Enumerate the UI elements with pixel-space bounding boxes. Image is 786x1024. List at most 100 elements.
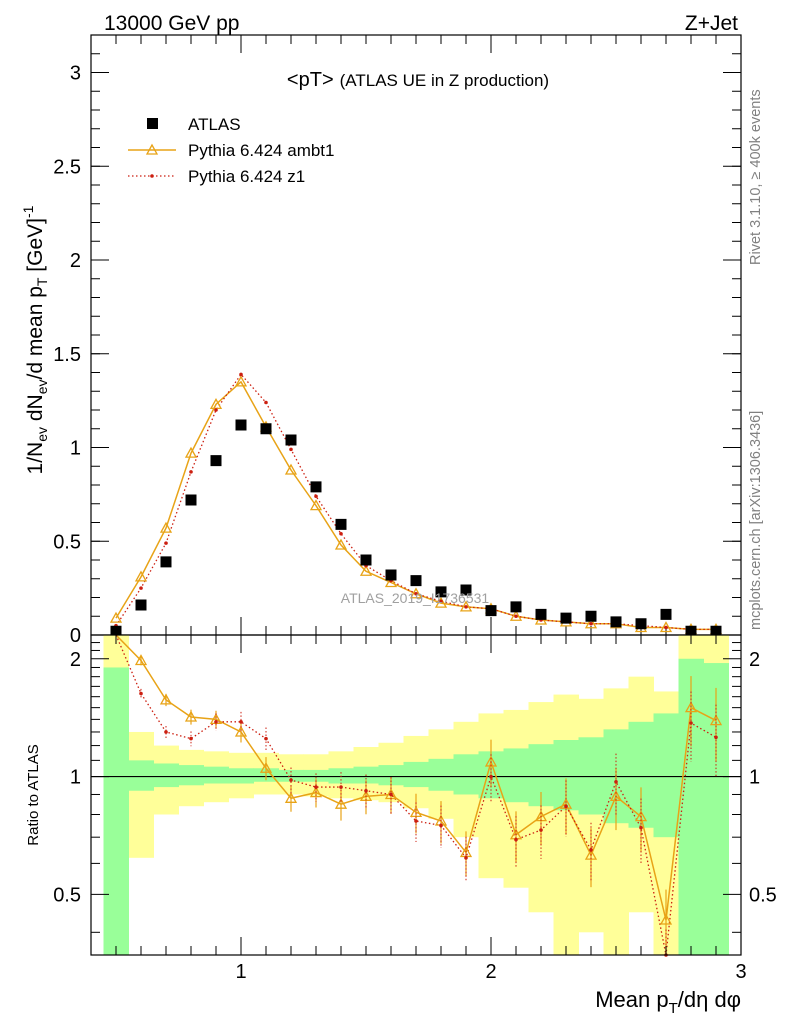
atlas-data-point bbox=[585, 610, 597, 622]
inner-uncertainty-band bbox=[153, 763, 179, 788]
ambt1-main-point bbox=[409, 587, 423, 599]
inner-uncertainty-band bbox=[453, 754, 479, 795]
analysis-watermark: ATLAS_2019_I1736531 bbox=[341, 590, 490, 606]
ratio-y-tick-label: 0.5 bbox=[53, 884, 81, 906]
atlas-data-point bbox=[710, 625, 722, 637]
atlas-data-point bbox=[510, 601, 522, 613]
inner-uncertainty-band bbox=[503, 748, 529, 803]
z1-ratio-point bbox=[364, 788, 368, 793]
ambt1-ratio-point bbox=[159, 693, 173, 705]
inner-uncertainty-band bbox=[203, 766, 229, 784]
main-y-tick-label: 0 bbox=[70, 625, 81, 647]
z1-ratio-point bbox=[189, 736, 193, 741]
ratio-y-axis-label: Ratio to ATLAS bbox=[25, 744, 42, 845]
ambt1-ratio-point bbox=[284, 791, 298, 803]
ambt1-ratio-point bbox=[259, 761, 273, 773]
z1-main-point bbox=[164, 541, 168, 545]
inner-uncertainty-band bbox=[653, 713, 679, 838]
legend: ATLAS Pythia 6.424 ambt1 Pythia 6.424 z1 bbox=[128, 115, 334, 186]
atlas-data-point bbox=[285, 434, 297, 446]
legend-marker-z1 bbox=[150, 174, 154, 178]
ambt1-main-point bbox=[459, 600, 473, 612]
z1-ratio-point bbox=[139, 691, 143, 696]
z1-main-point bbox=[289, 447, 293, 452]
ratio-series bbox=[115, 634, 723, 957]
inner-uncertainty-band bbox=[303, 769, 329, 782]
z1-main-point bbox=[464, 605, 468, 609]
ambt1-main-point bbox=[359, 564, 373, 576]
z1-ratio-point bbox=[439, 823, 443, 828]
z1-ratio-point bbox=[489, 774, 493, 779]
ambt1-ratio-point bbox=[184, 710, 198, 722]
z1-ratio-point bbox=[289, 778, 293, 782]
inner-uncertainty-band bbox=[128, 760, 154, 791]
z1-ratio-point bbox=[239, 720, 243, 724]
z1-main-point bbox=[139, 586, 143, 590]
ambt1-main-point bbox=[309, 499, 323, 511]
atlas-data-point bbox=[235, 419, 247, 431]
outer-uncertainty-band bbox=[578, 698, 604, 933]
inner-uncertainty-band bbox=[578, 737, 604, 815]
ratio-y-tick-label: 1 bbox=[70, 767, 81, 789]
z1-ratio-point bbox=[539, 828, 543, 832]
main-y-tick-label: 1 bbox=[70, 438, 81, 460]
legend-marker-atlas bbox=[147, 118, 158, 129]
atlas-data-point bbox=[610, 616, 622, 628]
z1-main-point bbox=[514, 614, 518, 619]
ratio-panel: 0.5 0.5 1 1 2 2 1 2 3 Ratio to ATLAS Mean pT/dη … bbox=[25, 634, 777, 1017]
plot-title-group: <pT> (ATLAS UE in Z production) bbox=[287, 69, 549, 91]
ambt1-ratio-point bbox=[134, 654, 148, 666]
inner-uncertainty-band bbox=[378, 765, 404, 786]
inner-uncertainty-band bbox=[178, 765, 204, 786]
z1-main-point bbox=[589, 621, 593, 626]
z1-ratio-point bbox=[389, 792, 393, 797]
atlas-data-point bbox=[260, 423, 272, 435]
ambt1-main-point bbox=[234, 375, 248, 387]
z1-main-point bbox=[189, 470, 193, 474]
main-y-axis-label: 1/Nev dNev/d mean pT [GeV]-1 bbox=[20, 205, 50, 474]
ambt1-ratio-point bbox=[659, 913, 673, 925]
z1-ratio-point bbox=[414, 819, 418, 823]
atlas-data-point bbox=[535, 608, 547, 620]
z1-main-point bbox=[239, 372, 243, 377]
atlas-data-point bbox=[160, 556, 172, 568]
ambt1-main-point bbox=[159, 521, 173, 533]
atlas-data-point bbox=[685, 625, 697, 637]
ambt1-ratio-point bbox=[559, 797, 573, 809]
z1-main-point bbox=[339, 531, 343, 536]
z1-ratio-point bbox=[464, 856, 468, 860]
plot-title-main: <pT> bbox=[287, 69, 334, 91]
atlas-data-point bbox=[460, 584, 472, 596]
z1-main-point bbox=[214, 408, 218, 412]
z1-ratio-point bbox=[314, 785, 318, 789]
ratio-y-tick-label-right: 2 bbox=[749, 649, 760, 671]
process-label: Z+Jet bbox=[685, 12, 738, 35]
atlas-data-point bbox=[335, 518, 347, 530]
ratio-y-tick-label-right: 1 bbox=[749, 767, 760, 789]
z1-ratio-point bbox=[164, 730, 168, 734]
z1-ratio-point bbox=[214, 720, 218, 724]
ambt1-main-point bbox=[659, 621, 673, 633]
z1-ratio-point bbox=[589, 847, 593, 852]
x-tick-label: 3 bbox=[735, 961, 746, 983]
atlas-data-point bbox=[660, 608, 672, 620]
atlas-data-point bbox=[485, 605, 497, 617]
atlas-data-point bbox=[210, 455, 222, 467]
ambt1-main-point bbox=[184, 446, 198, 458]
main-series bbox=[109, 372, 723, 637]
z1-ratio-point bbox=[639, 825, 643, 830]
z1-main-point bbox=[664, 625, 668, 630]
mcplots-label: mcplots.cern.ch [arXiv:1306.3436] bbox=[748, 411, 764, 630]
main-y-tick-label: 2.5 bbox=[53, 156, 81, 178]
atlas-data-point bbox=[410, 575, 422, 587]
ambt1-main-point bbox=[134, 570, 148, 582]
z1-main-point bbox=[264, 400, 268, 405]
legend-label-ambt1: Pythia 6.424 ambt1 bbox=[188, 141, 334, 160]
inner-uncertainty-band bbox=[228, 768, 254, 784]
inner-uncertainty-band bbox=[103, 667, 129, 955]
legend-label-atlas: ATLAS bbox=[188, 115, 241, 134]
z1-ratio-point bbox=[514, 837, 518, 842]
legend-label-z1: Pythia 6.424 z1 bbox=[188, 167, 305, 186]
main-y-tick-label: 2 bbox=[70, 250, 81, 272]
